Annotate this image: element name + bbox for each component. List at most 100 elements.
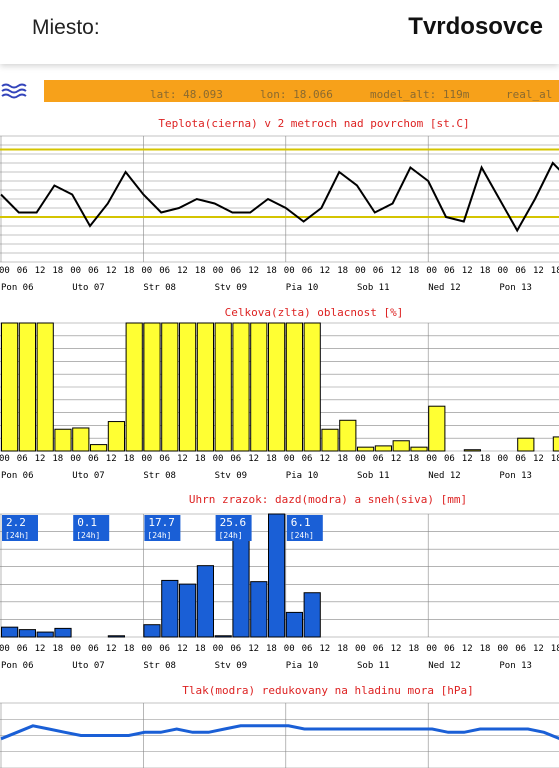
hour-tick-label: 18 bbox=[52, 266, 63, 276]
pressure-chart bbox=[0, 702, 559, 768]
hour-tick-label: 06 bbox=[88, 454, 99, 464]
day-tick-label: Str 08 bbox=[143, 471, 176, 481]
cloud-bar bbox=[517, 437, 535, 452]
hour-tick-label: 18 bbox=[124, 454, 135, 464]
hour-tick-label: 00 bbox=[355, 644, 366, 654]
hour-tick-label: 18 bbox=[551, 644, 559, 654]
daily-total-period: [24h] bbox=[147, 531, 171, 540]
hour-tick-label: 12 bbox=[177, 266, 188, 276]
hour-tick-label: 12 bbox=[248, 266, 259, 276]
hour-tick-label: 00 bbox=[355, 454, 366, 464]
precipitation-chart: 2.2 [24h] 0.1 [24h] 17.7 [24h] 25.6 [24h] 6.1 [24… bbox=[0, 513, 559, 638]
hour-tick-label: 18 bbox=[337, 454, 348, 464]
hour-tick-label: 18 bbox=[266, 266, 277, 276]
hour-tick-label: 00 bbox=[213, 644, 224, 654]
hour-tick-label: 12 bbox=[35, 454, 46, 464]
hour-tick-label: 00 bbox=[426, 266, 437, 276]
hour-tick-label: 18 bbox=[52, 644, 63, 654]
location-header: Miesto: Tvrdosovce bbox=[0, 0, 559, 64]
hour-tick-label: 06 bbox=[17, 454, 28, 464]
day-tick-label: Sob 11 bbox=[357, 661, 390, 671]
cloud-bar bbox=[552, 436, 559, 452]
hour-tick-label: 06 bbox=[159, 454, 170, 464]
hour-tick-label: 12 bbox=[462, 266, 473, 276]
cloud-bar bbox=[161, 322, 179, 452]
cloud-bar bbox=[268, 322, 286, 452]
hour-tick-label: 12 bbox=[248, 454, 259, 464]
temperature-line bbox=[0, 161, 559, 233]
hour-tick-label: 18 bbox=[408, 644, 419, 654]
cloudiness-title: Celkova(zlta) oblacnost [%] bbox=[225, 306, 404, 319]
cloud-bar bbox=[463, 449, 481, 452]
day-tick-label: Pon 13 bbox=[499, 661, 532, 671]
cloud-bar bbox=[232, 322, 250, 452]
latitude-text: lat: 48.093 bbox=[150, 88, 223, 101]
hour-tick-label: 00 bbox=[284, 644, 295, 654]
hour-tick-label: 12 bbox=[391, 266, 402, 276]
cloud-bar bbox=[303, 322, 321, 452]
day-tick-label: Pia 10 bbox=[286, 471, 319, 481]
day-tick-label: Pia 10 bbox=[286, 661, 319, 671]
precipitation-bar bbox=[285, 611, 303, 638]
cloud-bar bbox=[1, 322, 19, 452]
hour-tick-label: 12 bbox=[35, 644, 46, 654]
precipitation-title: Uhrn zrazok: dazd(modra) a sneh(siva) [m… bbox=[189, 493, 467, 506]
precipitation-bar bbox=[54, 627, 72, 638]
precipitation-bar bbox=[232, 538, 250, 638]
day-tick-label: Str 08 bbox=[143, 283, 176, 293]
cloudiness-chart bbox=[0, 322, 559, 452]
hour-tick-label: 06 bbox=[444, 644, 455, 654]
time-axis: 00 06 12 18 00 06 12 18 00 06 12 18 00 06 12 18 00 06 12 18… bbox=[0, 266, 559, 293]
day-tick-label: Uto 07 bbox=[72, 661, 105, 671]
hour-tick-label: 18 bbox=[195, 266, 206, 276]
hour-tick-label: 06 bbox=[373, 454, 384, 464]
cloud-bar bbox=[321, 428, 339, 452]
precipitation-bar bbox=[107, 635, 126, 638]
hour-tick-label: 18 bbox=[266, 644, 277, 654]
hour-tick-label: 06 bbox=[444, 454, 455, 464]
cloud-bar bbox=[72, 427, 90, 452]
hour-tick-label: 06 bbox=[302, 644, 313, 654]
cloud-bar bbox=[250, 322, 268, 452]
day-tick-label: Str 08 bbox=[143, 661, 176, 671]
hour-tick-label: 00 bbox=[0, 454, 10, 464]
precipitation-bar bbox=[179, 583, 197, 638]
cloud-bar bbox=[107, 421, 126, 452]
temperature-title: Teplota(cierna) v 2 metroch nad povrchom… bbox=[158, 117, 469, 130]
precipitation-bar bbox=[143, 624, 161, 638]
hour-tick-label: 00 bbox=[497, 266, 508, 276]
location-value[interactable]: Tvrdosovce bbox=[408, 13, 543, 40]
hour-tick-label: 18 bbox=[266, 454, 277, 464]
daily-total-box bbox=[2, 515, 38, 541]
precipitation-bar bbox=[161, 579, 179, 638]
hour-tick-label: 00 bbox=[426, 644, 437, 654]
hour-tick-label: 06 bbox=[302, 266, 313, 276]
hour-tick-label: 12 bbox=[319, 644, 330, 654]
day-tick-label: Pon 13 bbox=[499, 471, 532, 481]
hour-tick-label: 00 bbox=[284, 266, 295, 276]
cloud-bar bbox=[285, 322, 303, 452]
hour-tick-label: 06 bbox=[230, 644, 241, 654]
hour-tick-label: 18 bbox=[337, 644, 348, 654]
hour-tick-label: 06 bbox=[159, 266, 170, 276]
hour-tick-label: 06 bbox=[159, 644, 170, 654]
hour-tick-label: 06 bbox=[373, 266, 384, 276]
hour-tick-label: 00 bbox=[355, 266, 366, 276]
cloud-bar bbox=[36, 322, 54, 452]
time-axis: 00 06 12 18 00 06 12 18 00 06 12 18 00 06 12 18 00 06 12 18… bbox=[0, 454, 559, 481]
hour-tick-label: 00 bbox=[141, 644, 152, 654]
daily-total-box bbox=[215, 515, 252, 541]
hour-tick-label: 00 bbox=[284, 454, 295, 464]
day-tick-label: Uto 07 bbox=[72, 283, 105, 293]
hour-tick-label: 12 bbox=[177, 644, 188, 654]
hour-tick-label: 00 bbox=[213, 454, 224, 464]
day-tick-label: Stv 09 bbox=[215, 283, 248, 293]
hour-tick-label: 18 bbox=[52, 454, 63, 464]
daily-total-value: 2.2 bbox=[6, 516, 26, 529]
day-tick-label: Pon 06 bbox=[1, 283, 34, 293]
hour-tick-label: 00 bbox=[70, 266, 81, 276]
cloud-bar bbox=[54, 428, 72, 452]
daily-total-box bbox=[73, 515, 110, 541]
logo-wave-icon bbox=[1, 93, 27, 99]
